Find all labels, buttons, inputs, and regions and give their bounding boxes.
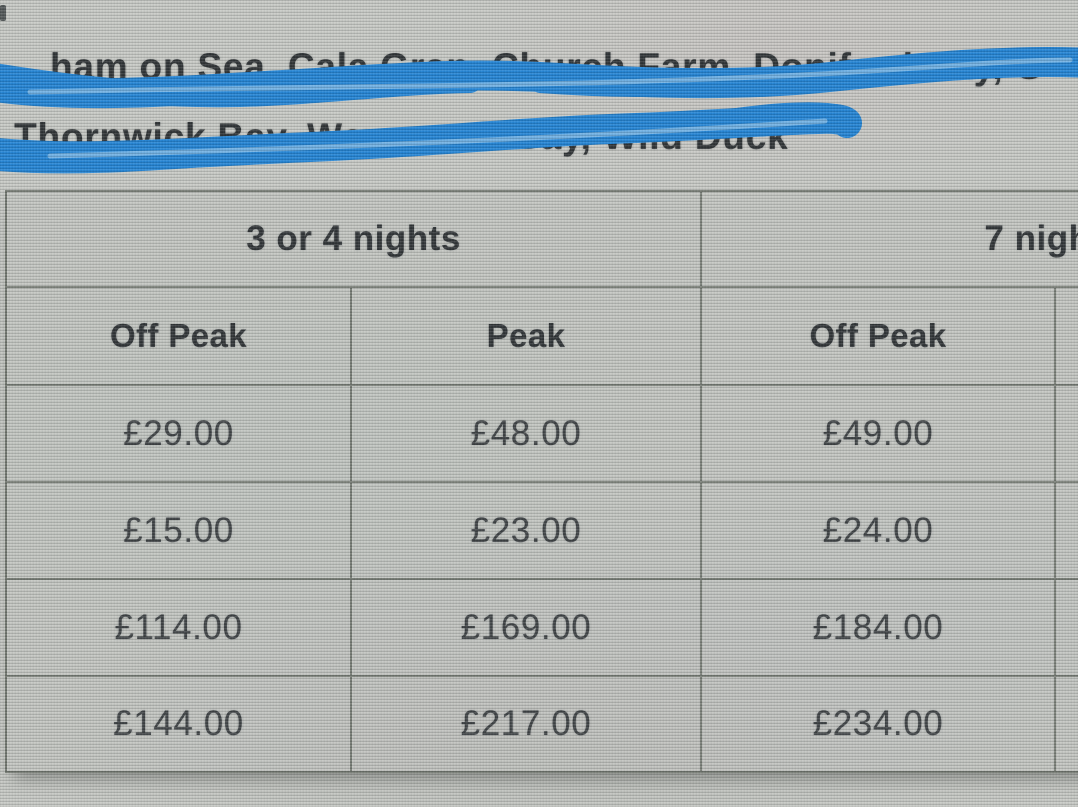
group-header-7-nights: 7 nights — [702, 192, 1078, 286]
column-header-cropped — [1056, 286, 1078, 384]
price-cell-cropped — [1056, 675, 1078, 771]
price-cell-cropped — [1056, 481, 1078, 578]
price-cell: £234.00 — [702, 675, 1056, 771]
price-cell: £114.00 — [7, 578, 352, 675]
price-cell: £184.00 — [702, 578, 1056, 675]
photo-edge-smudge — [0, 5, 6, 21]
price-value: £23.00 — [470, 510, 582, 550]
redaction-scribble-line-2 — [0, 102, 862, 174]
price-cell-cropped — [1056, 578, 1078, 675]
price-value: £49.00 — [822, 413, 934, 453]
price-cell-cropped — [1056, 384, 1078, 481]
price-value: £169.00 — [460, 607, 592, 647]
column-header-off-peak-short: Off Peak — [7, 286, 352, 384]
group-header-3-or-4-nights: 3 or 4 nights — [7, 192, 702, 286]
price-cell: £217.00 — [352, 675, 702, 771]
column-header-label: Off Peak — [109, 317, 248, 354]
price-cell: £49.00 — [702, 384, 1056, 481]
price-cell: £29.00 — [7, 384, 352, 481]
redaction-scribbles — [0, 47, 1078, 174]
price-value: £114.00 — [114, 607, 243, 647]
price-value: £184.00 — [812, 607, 944, 647]
price-value: £24.00 — [822, 510, 934, 550]
group-header-label: 3 or 4 nights — [246, 219, 461, 258]
price-value: £144.00 — [113, 704, 244, 743]
price-cell: £23.00 — [352, 481, 702, 578]
price-value: £217.00 — [460, 704, 592, 743]
price-cell: £48.00 — [352, 384, 702, 481]
group-header-label: 7 nights — [984, 219, 1078, 258]
price-value: £29.00 — [123, 413, 234, 453]
price-cell: £169.00 — [352, 578, 702, 675]
column-header-peak-short: Peak — [352, 286, 702, 384]
price-value: £15.00 — [123, 510, 234, 550]
price-value: £234.00 — [812, 704, 944, 743]
redaction-scribble-line-1 — [0, 47, 1078, 109]
column-header-off-peak-7n: Off Peak — [702, 286, 1056, 384]
price-cell: £24.00 — [702, 481, 1056, 578]
column-header-label: Peak — [486, 317, 566, 354]
pricing-table: 3 or 4 nights 7 nights Off Peak Peak Off… — [5, 190, 1078, 773]
price-value: £48.00 — [470, 413, 582, 453]
price-cell: £144.00 — [7, 675, 352, 771]
column-header-label: Off Peak — [809, 317, 947, 354]
price-cell: £15.00 — [7, 481, 352, 578]
